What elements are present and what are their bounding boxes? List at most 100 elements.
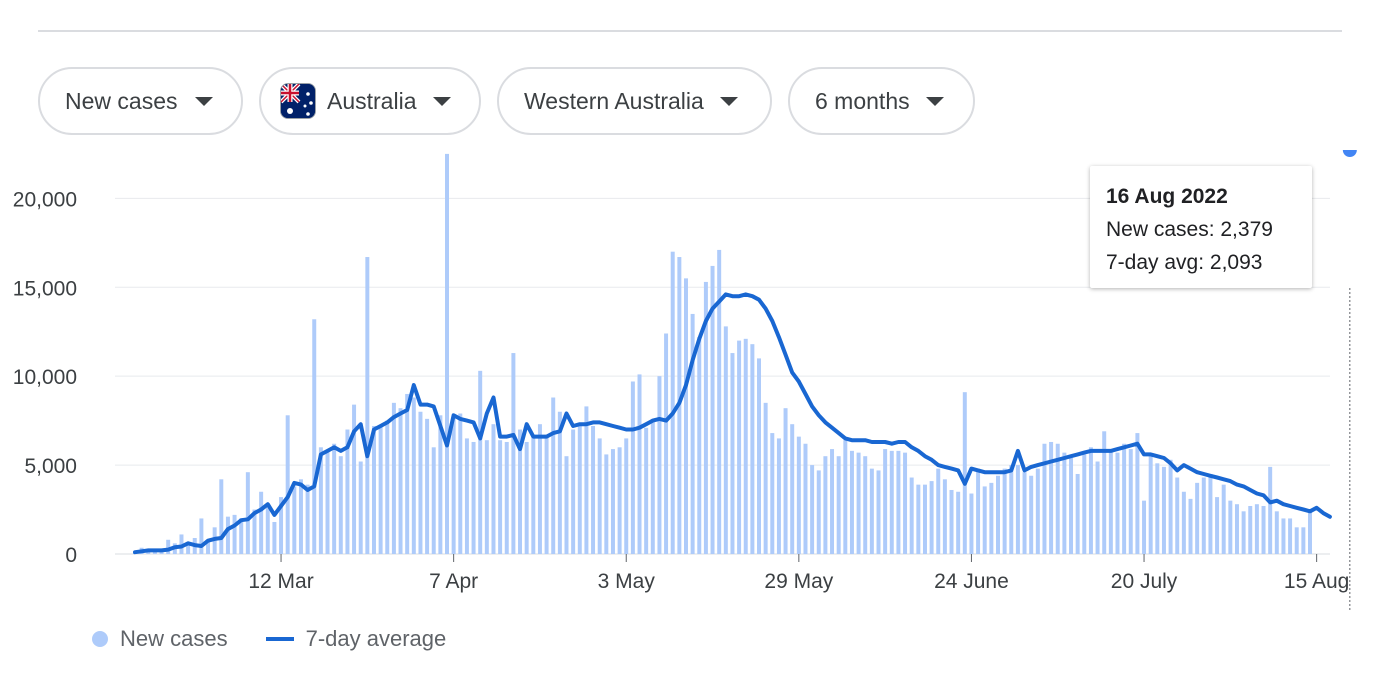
bar xyxy=(1268,466,1273,554)
bar xyxy=(810,465,815,554)
chevron-down-icon xyxy=(925,96,944,106)
bar xyxy=(1155,463,1160,554)
bar xyxy=(325,450,330,554)
hover-marker xyxy=(1342,150,1357,610)
bar xyxy=(279,497,284,554)
bar xyxy=(723,326,728,554)
bar xyxy=(1069,457,1074,554)
x-tick-label: 24 June xyxy=(934,570,1009,593)
bar xyxy=(630,381,635,554)
bar xyxy=(1188,498,1193,554)
bar xyxy=(584,406,589,554)
hover-tooltip: 16 Aug 2022 New cases: 2,379 7-day avg: … xyxy=(1090,166,1312,288)
bar xyxy=(518,429,523,554)
x-tick-label: 15 Aug xyxy=(1284,570,1349,593)
bar xyxy=(1248,505,1253,554)
bar xyxy=(1049,441,1054,554)
bar xyxy=(312,319,317,554)
bar xyxy=(1095,461,1100,554)
tooltip-new-cases: New cases: 2,379 xyxy=(1106,218,1273,241)
bar xyxy=(683,278,688,554)
x-tick-label: 12 Mar xyxy=(248,570,313,593)
bar xyxy=(1055,443,1060,554)
bar xyxy=(318,447,323,554)
average-line xyxy=(133,292,1332,555)
bar xyxy=(1195,482,1200,554)
bar xyxy=(186,545,191,554)
bar xyxy=(1115,452,1120,554)
bar xyxy=(770,433,775,554)
bar xyxy=(391,402,396,554)
y-tick-label: 10,000 xyxy=(13,366,77,389)
bar xyxy=(969,493,974,554)
bar xyxy=(245,472,250,554)
bar xyxy=(577,425,582,554)
region-dropdown[interactable]: Western Australia xyxy=(497,67,772,135)
bar xyxy=(1294,527,1299,554)
bar xyxy=(637,374,642,554)
australia-flag-icon xyxy=(280,83,316,119)
bar xyxy=(783,408,788,554)
bar xyxy=(604,454,609,554)
bar xyxy=(511,353,516,554)
bar xyxy=(710,265,715,554)
bar xyxy=(1208,473,1213,554)
bar xyxy=(531,434,536,554)
bar xyxy=(259,491,264,554)
bar xyxy=(929,481,934,554)
bar xyxy=(418,411,423,554)
x-tick-label: 20 July xyxy=(1111,570,1178,593)
top-divider xyxy=(38,30,1342,32)
bar xyxy=(232,514,237,554)
bar xyxy=(989,482,994,554)
bar xyxy=(856,452,861,554)
y-axis-ticks: 0 5,000 10,000 15,000 20,000 xyxy=(13,188,77,567)
bar xyxy=(962,392,967,554)
bar xyxy=(936,468,941,554)
bar xyxy=(225,516,230,554)
metric-dropdown[interactable]: New cases xyxy=(38,67,243,135)
period-dropdown[interactable]: 6 months xyxy=(788,67,975,135)
bar xyxy=(1161,466,1166,554)
bar xyxy=(292,486,297,554)
bar xyxy=(166,539,171,554)
bar xyxy=(1175,477,1180,554)
bar xyxy=(823,456,828,554)
bar xyxy=(345,429,350,554)
bar xyxy=(690,313,695,554)
region-dropdown-label: Western Australia xyxy=(524,87,704,114)
period-dropdown-label: 6 months xyxy=(815,87,910,114)
bar xyxy=(557,411,562,554)
bar xyxy=(1022,472,1027,554)
bar xyxy=(551,397,556,554)
bar xyxy=(657,376,662,554)
bar xyxy=(869,468,874,554)
bar xyxy=(843,440,848,554)
cases-chart[interactable]: 0 5,000 10,000 15,000 20,000 12 Mar 7 Apr 3 Ma… xyxy=(0,150,1378,620)
bar xyxy=(498,440,503,554)
bar xyxy=(445,153,449,555)
y-tick-label: 0 xyxy=(65,544,77,567)
bar xyxy=(305,484,310,554)
bar xyxy=(591,425,596,554)
bar xyxy=(1241,511,1246,554)
bar xyxy=(670,251,675,554)
bar xyxy=(272,521,277,554)
bar xyxy=(458,413,463,554)
bar xyxy=(624,438,629,554)
bar xyxy=(1301,527,1306,554)
bar xyxy=(664,333,669,554)
bar xyxy=(697,337,702,554)
bar xyxy=(743,338,748,554)
bar xyxy=(830,449,835,554)
bar xyxy=(1274,511,1279,554)
bar xyxy=(1288,518,1293,554)
metric-dropdown-label: New cases xyxy=(65,87,178,114)
bar xyxy=(996,475,1000,554)
bar xyxy=(1088,447,1093,554)
bar xyxy=(737,340,742,554)
tooltip-average: 7-day avg: 2,093 xyxy=(1106,251,1263,274)
y-tick-label: 5,000 xyxy=(24,455,77,478)
country-dropdown[interactable]: Australia xyxy=(259,67,481,135)
bar xyxy=(1102,431,1107,554)
